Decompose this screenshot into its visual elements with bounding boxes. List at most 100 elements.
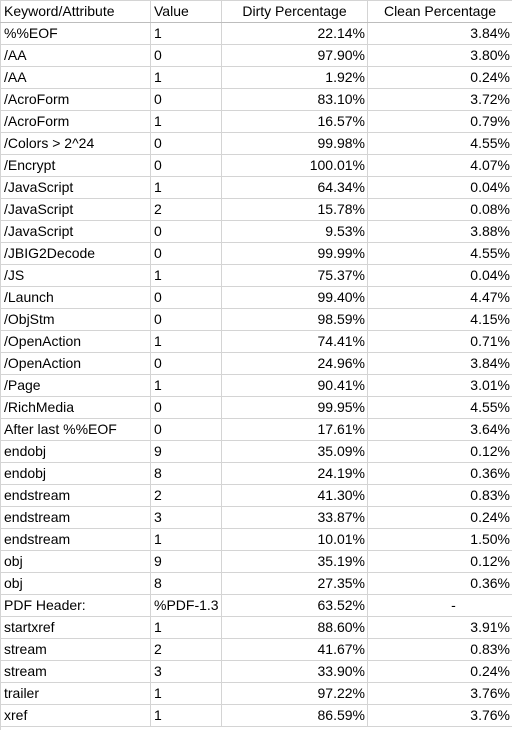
cell-clean-percentage[interactable]: 3.01% [367, 374, 512, 397]
cell-clean-percentage[interactable]: 0.83% [367, 484, 512, 507]
cell-clean-percentage[interactable]: 3.80% [367, 44, 512, 67]
cell-keyword[interactable]: /OpenAction [0, 352, 151, 375]
cell-dirty-percentage[interactable]: 97.22% [221, 682, 368, 705]
cell-keyword[interactable]: xref [0, 704, 151, 727]
cell-dirty-percentage[interactable]: 41.67% [221, 638, 368, 661]
cell-keyword[interactable]: trailer [0, 682, 151, 705]
cell-value[interactable]: 0 [150, 286, 222, 309]
cell-dirty-percentage[interactable]: 63.52% [221, 594, 368, 617]
cell-dirty-percentage[interactable]: 83.10% [221, 88, 368, 111]
cell-clean-percentage[interactable]: 3.64% [367, 418, 512, 441]
cell-value[interactable]: 2 [150, 638, 222, 661]
cell-keyword[interactable]: stream [0, 660, 151, 683]
cell-value[interactable]: 1 [150, 704, 222, 727]
cell-keyword[interactable]: /AcroForm [0, 110, 151, 133]
cell-clean-percentage[interactable]: 0.24% [367, 660, 512, 683]
cell-clean-percentage[interactable]: 3.91% [367, 616, 512, 639]
cell-clean-percentage[interactable]: 4.15% [367, 308, 512, 331]
cell-dirty-percentage[interactable]: 24.19% [221, 462, 368, 485]
cell-value[interactable]: 1 [150, 264, 222, 287]
cell-clean-percentage[interactable]: 0.08% [367, 198, 512, 221]
cell-value[interactable]: 8 [150, 572, 222, 595]
cell-dirty-percentage[interactable]: 16.57% [221, 110, 368, 133]
cell-dirty-percentage[interactable]: 24.96% [221, 352, 368, 375]
cell-keyword[interactable]: /RichMedia [0, 396, 151, 419]
cell-keyword[interactable]: /OpenAction [0, 330, 151, 353]
cell-dirty-percentage[interactable]: 88.60% [221, 616, 368, 639]
cell-clean-percentage[interactable]: 0.71% [367, 330, 512, 353]
cell-value[interactable]: 0 [150, 242, 222, 265]
cell-clean-percentage[interactable]: 3.72% [367, 88, 512, 111]
cell-keyword[interactable]: /JBIG2Decode [0, 242, 151, 265]
cell-value[interactable]: %PDF-1.3 [150, 594, 222, 617]
cell-dirty-percentage[interactable]: 64.34% [221, 176, 368, 199]
cell-dirty-percentage[interactable]: 33.87% [221, 506, 368, 529]
cell-value[interactable]: 1 [150, 110, 222, 133]
cell-dirty-percentage[interactable]: 35.09% [221, 440, 368, 463]
cell-dirty-percentage[interactable]: 99.99% [221, 242, 368, 265]
cell-clean-percentage[interactable]: 0.79% [367, 110, 512, 133]
cell-value[interactable]: 1 [150, 22, 222, 45]
cell-dirty-percentage[interactable]: 97.90% [221, 44, 368, 67]
cell-keyword[interactable]: /JavaScript [0, 220, 151, 243]
cell-keyword[interactable]: /AA [0, 66, 151, 89]
cell-dirty-percentage[interactable]: 27.35% [221, 572, 368, 595]
cell-dirty-percentage[interactable]: 35.19% [221, 550, 368, 573]
cell-clean-percentage[interactable]: 4.55% [367, 396, 512, 419]
cell-value[interactable]: 1 [150, 176, 222, 199]
cell-clean-percentage[interactable]: 1.50% [367, 528, 512, 551]
cell-keyword[interactable]: %%EOF [0, 22, 151, 45]
cell-clean-percentage[interactable]: 0.04% [367, 176, 512, 199]
cell-dirty-percentage[interactable]: 98.59% [221, 308, 368, 331]
cell-value[interactable]: 1 [150, 616, 222, 639]
cell-value[interactable]: 9 [150, 550, 222, 573]
cell-clean-percentage[interactable]: 3.84% [367, 22, 512, 45]
cell-value[interactable]: 0 [150, 396, 222, 419]
cell-value[interactable]: 2 [150, 198, 222, 221]
cell-clean-percentage[interactable]: 0.12% [367, 550, 512, 573]
cell-clean-percentage[interactable]: 3.76% [367, 704, 512, 727]
cell-keyword[interactable]: startxref [0, 616, 151, 639]
cell-value[interactable]: 1 [150, 330, 222, 353]
cell-dirty-percentage[interactable]: 74.41% [221, 330, 368, 353]
cell-dirty-percentage[interactable]: 99.95% [221, 396, 368, 419]
cell-clean-percentage[interactable]: 3.84% [367, 352, 512, 375]
cell-value[interactable]: 0 [150, 352, 222, 375]
cell-keyword[interactable]: /Colors > 2^24 [0, 132, 151, 155]
cell-clean-percentage[interactable]: 4.07% [367, 154, 512, 177]
cell-keyword[interactable]: /JavaScript [0, 176, 151, 199]
cell-value[interactable]: 2 [150, 484, 222, 507]
cell-keyword[interactable]: After last %%EOF [0, 418, 151, 441]
cell-keyword[interactable]: /Encrypt [0, 154, 151, 177]
cell-keyword[interactable]: /AcroForm [0, 88, 151, 111]
cell-keyword[interactable]: PDF Header: [0, 594, 151, 617]
cell-dirty-percentage[interactable]: 1.92% [221, 66, 368, 89]
cell-clean-percentage[interactable]: 3.88% [367, 220, 512, 243]
cell-keyword[interactable]: /ObjStm [0, 308, 151, 331]
cell-dirty-percentage[interactable]: 75.37% [221, 264, 368, 287]
cell-value[interactable]: 0 [150, 308, 222, 331]
cell-value[interactable]: 0 [150, 154, 222, 177]
cell-dirty-percentage[interactable]: 99.98% [221, 132, 368, 155]
cell-value[interactable]: 0 [150, 88, 222, 111]
cell-keyword[interactable]: endstream [0, 506, 151, 529]
cell-keyword[interactable]: /Launch [0, 286, 151, 309]
cell-value[interactable]: 0 [150, 44, 222, 67]
cell-value[interactable]: 0 [150, 220, 222, 243]
cell-dirty-percentage[interactable]: 15.78% [221, 198, 368, 221]
cell-clean-percentage[interactable]: 0.36% [367, 462, 512, 485]
cell-keyword[interactable]: /Page [0, 374, 151, 397]
cell-dirty-percentage[interactable]: 10.01% [221, 528, 368, 551]
header-clean-percentage[interactable]: Clean Percentage [367, 0, 512, 23]
cell-dirty-percentage[interactable]: 100.01% [221, 154, 368, 177]
cell-value[interactable]: 0 [150, 418, 222, 441]
cell-keyword[interactable]: endobj [0, 462, 151, 485]
cell-keyword[interactable]: /AA [0, 44, 151, 67]
header-keyword[interactable]: Keyword/Attribute [0, 0, 151, 23]
cell-keyword[interactable]: endstream [0, 484, 151, 507]
cell-dirty-percentage[interactable]: 41.30% [221, 484, 368, 507]
cell-value[interactable]: 8 [150, 462, 222, 485]
cell-dirty-percentage[interactable]: 90.41% [221, 374, 368, 397]
cell-clean-percentage[interactable]: 0.24% [367, 66, 512, 89]
cell-keyword[interactable]: endobj [0, 440, 151, 463]
